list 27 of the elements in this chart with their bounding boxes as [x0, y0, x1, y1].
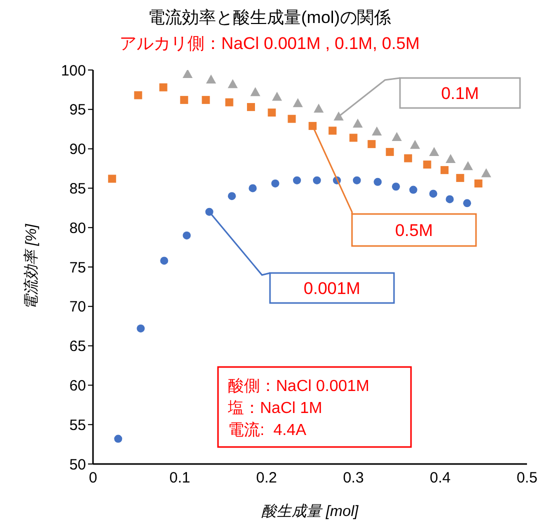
y-tick-label: 75 [69, 259, 86, 276]
x-tick-label: 0.3 [342, 470, 364, 487]
y-tick-label: 70 [69, 298, 86, 316]
x-tick-label: 0.1 [169, 470, 190, 487]
x-axis-title: 酸生成量 [mol] [262, 503, 360, 520]
y-tick-label: 60 [69, 378, 86, 395]
callout: 0.1M [338, 77, 521, 118]
y-tick-label: 95 [69, 102, 86, 119]
y-tick-label: 65 [69, 338, 86, 356]
y-tick-label: 100 [60, 62, 86, 80]
x-tick-label: 0.2 [256, 470, 278, 487]
annotation: 酸側：NaCl 0.001M 塩：NaCl 1M 電流: 4.4A [227, 377, 370, 439]
y-tick-label: 85 [69, 180, 86, 198]
chart-title: 電流効率と酸生成量(mol)の関係 [147, 7, 392, 29]
note-box: 酸側：NaCl 0.001M 塩：NaCl 1M 電流: 4.4A [217, 366, 412, 448]
x-tick-label: 0.5 [516, 470, 538, 487]
x-tick-label: 0.4 [430, 470, 451, 487]
y-tick-label: 55 [69, 416, 86, 434]
x-tick-label: 0 [88, 470, 98, 487]
callout: 0.5M [312, 126, 477, 247]
y-tick-label: 50 [69, 456, 86, 474]
callout: 0.001M [208, 211, 395, 304]
y-axis-title: 電流効率 [%] [23, 223, 40, 310]
y-tick-label: 80 [69, 220, 86, 237]
chart-subtitle: アルカリ側：NaCl 0.001M , 0.1M, 0.5M [118, 33, 421, 55]
y-tick-label: 90 [69, 141, 86, 158]
text: 0.001M [304, 279, 360, 298]
